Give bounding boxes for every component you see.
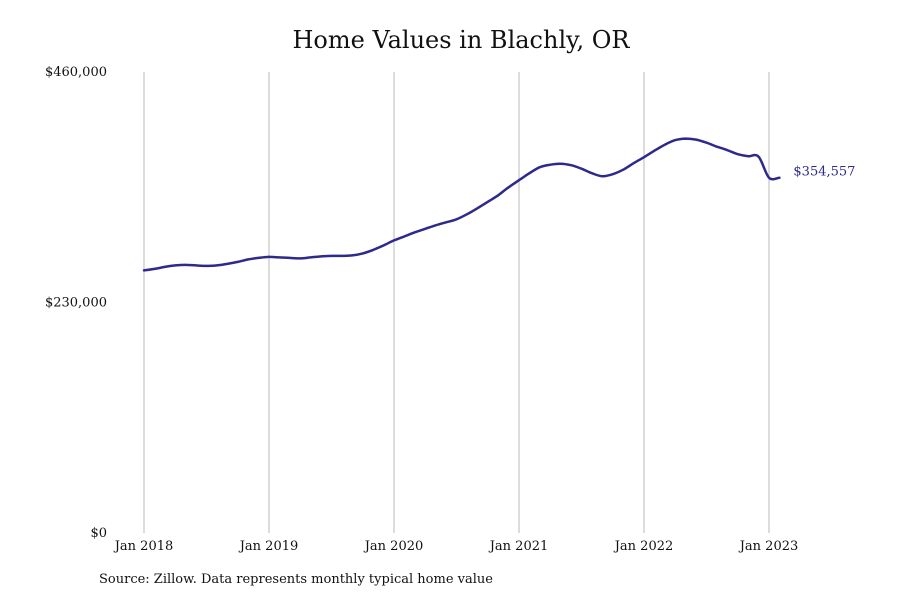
y-tick-labels: $0 $230,000 $460,000 xyxy=(45,65,107,541)
y-tick-label: $0 xyxy=(90,526,107,541)
x-tick-label: Jan 2023 xyxy=(738,539,799,554)
source-note: Source: Zillow. Data represents monthly … xyxy=(99,572,493,587)
chart-title: Home Values in Blachly, OR xyxy=(292,26,630,54)
series-line xyxy=(142,137,781,272)
x-tick-labels: Jan 2018 Jan 2019 Jan 2020 Jan 2021 Jan 2022… xyxy=(113,539,799,554)
x-tick-label: Jan 2020 xyxy=(363,539,424,554)
last-value-label: $354,557 xyxy=(793,165,855,180)
y-tick-label: $230,000 xyxy=(45,296,107,311)
x-tick-label: Jan 2018 xyxy=(113,539,174,554)
x-tick-label: Jan 2019 xyxy=(238,539,299,554)
x-tick-label: Jan 2022 xyxy=(613,539,674,554)
y-tick-label: $460,000 xyxy=(45,65,107,80)
x-gridlines xyxy=(143,72,770,533)
x-tick-label: Jan 2021 xyxy=(488,539,549,554)
